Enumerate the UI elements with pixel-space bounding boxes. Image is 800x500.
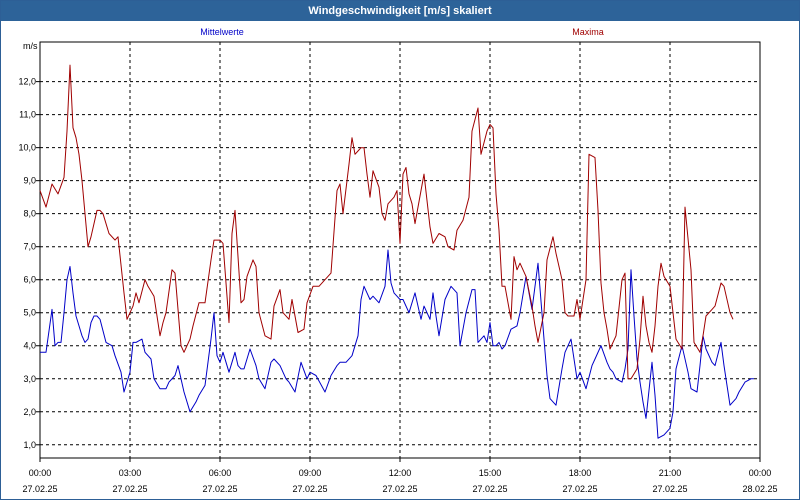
series-line-mittelwerte [40, 249, 754, 439]
y-axis-unit-label: m/s [23, 41, 38, 51]
x-tick-time-label: 00:00 [29, 468, 52, 478]
x-tick-time-label: 06:00 [209, 468, 232, 478]
y-tick-label: 8,0 [23, 209, 36, 219]
legend-entry-max: Maxima [572, 27, 604, 37]
y-tick-label: 11,0 [19, 110, 36, 120]
x-tick-date-label: 27.02.25 [562, 484, 597, 494]
y-tick-label: 5,0 [23, 308, 36, 318]
y-tick-label: 10,0 [18, 143, 36, 153]
y-tick-label: 1,0 [23, 440, 36, 450]
x-tick-date-label: 27.02.25 [292, 484, 327, 494]
y-tick-label: 3,0 [23, 374, 36, 384]
y-tick-label: 9,0 [23, 176, 36, 186]
y-tick-label: 7,0 [23, 242, 36, 252]
window-title: Windgeschwindigkeit [m/s] skaliert [1, 1, 799, 21]
legend-entry-mean: Mittelwerte [200, 27, 244, 37]
grid-lines [40, 42, 760, 458]
x-tick-time-label: 12:00 [389, 468, 412, 478]
y-axis-ticks: 1,0 2,0 3,0 4,0 5,0 6,0 7,0 8,0 9,0 10,0 11,0 12,0 [18, 77, 40, 450]
x-tick-time-label: 09:00 [299, 468, 322, 478]
x-tick-date-label: 27.02.25 [202, 484, 237, 494]
x-tick-time-label: 15:00 [479, 468, 502, 478]
x-tick-time-label: 18:00 [569, 468, 592, 478]
y-tick-label: 12,0 [18, 77, 36, 87]
x-tick-date-label: 28.02.25 [742, 484, 777, 494]
x-tick-date-label: 27.02.25 [652, 484, 687, 494]
series-layer [39, 64, 754, 439]
y-tick-label: 4,0 [23, 341, 36, 351]
x-tick-date-label: 27.02.25 [22, 484, 57, 494]
x-tick-date-label: 27.02.25 [472, 484, 507, 494]
y-tick-label: 2,0 [23, 407, 36, 417]
x-axis-ticks: 00:00 27.02.25 03:00 27.02.25 06:00 27.02.25 0… [22, 458, 778, 494]
y-tick-label: 6,0 [23, 275, 36, 285]
x-tick-date-label: 27.02.25 [112, 484, 147, 494]
x-tick-date-label: 27.02.25 [382, 484, 417, 494]
x-tick-time-label: 21:00 [659, 468, 682, 478]
x-tick-time-label: 00:00 [749, 468, 772, 478]
series-line-maxima [39, 64, 734, 380]
x-tick-time-label: 03:00 [119, 468, 142, 478]
